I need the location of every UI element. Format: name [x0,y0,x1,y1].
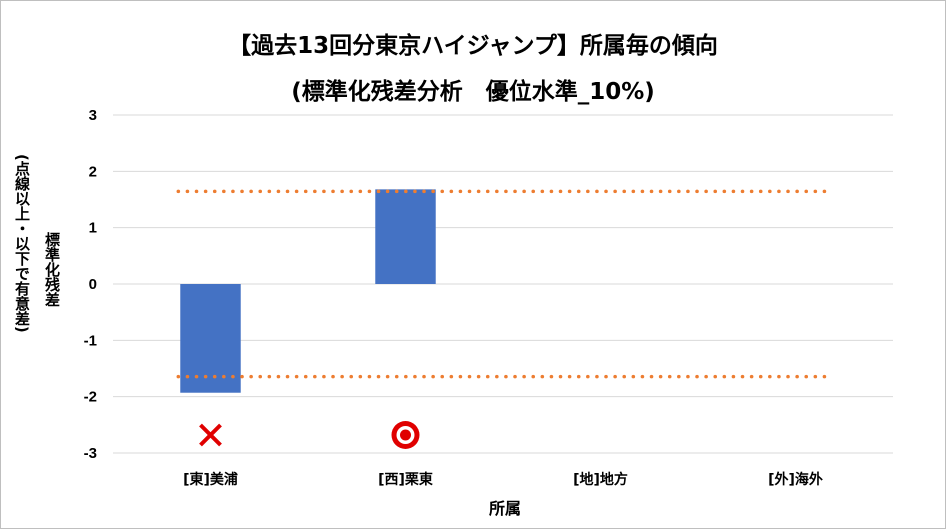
chart-title: 【過去13回分東京ハイジャンプ】所属毎の傾向 [228,33,718,59]
x-category-label: [外]海外 [768,471,823,488]
y-tick-label: 2 [89,163,97,180]
circle-marker [391,421,420,449]
y-tick-label: -3 [84,445,97,462]
x-axis-title: 所属 [489,499,521,518]
y-tick-label: 1 [89,220,97,237]
y-tick-label: -1 [84,332,97,349]
x-category-label: [東]美浦 [183,471,238,488]
y-tick-label: 3 [89,107,97,124]
threshold-lines [176,189,830,379]
bars [180,189,436,393]
bar [180,284,241,393]
gridlines [113,114,893,454]
bar [375,189,436,284]
y-tick-label: 0 [89,276,97,293]
y-tick-label: -2 [84,389,97,406]
x-category-label: [地]地方 [573,471,628,488]
chart-subtitle: (標準化残差分析 優位水準_10%) [291,79,655,105]
y-axis-title: 標準化残差 [43,232,61,307]
y-axis-note: (点線以上・以下で有意差) [13,154,31,333]
cross-marker [199,423,222,447]
significance-markers [199,421,420,449]
x-category-label: [西]栗東 [378,471,433,488]
x-category-labels: [東]美浦 [西]栗東 [地]地方 [外]海外 [183,471,823,488]
y-tick-labels: 3 2 1 0 -1 -2 -3 [84,107,97,462]
